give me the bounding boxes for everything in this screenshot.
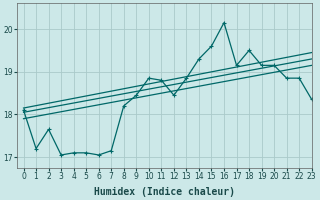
X-axis label: Humidex (Indice chaleur): Humidex (Indice chaleur) — [94, 186, 235, 197]
